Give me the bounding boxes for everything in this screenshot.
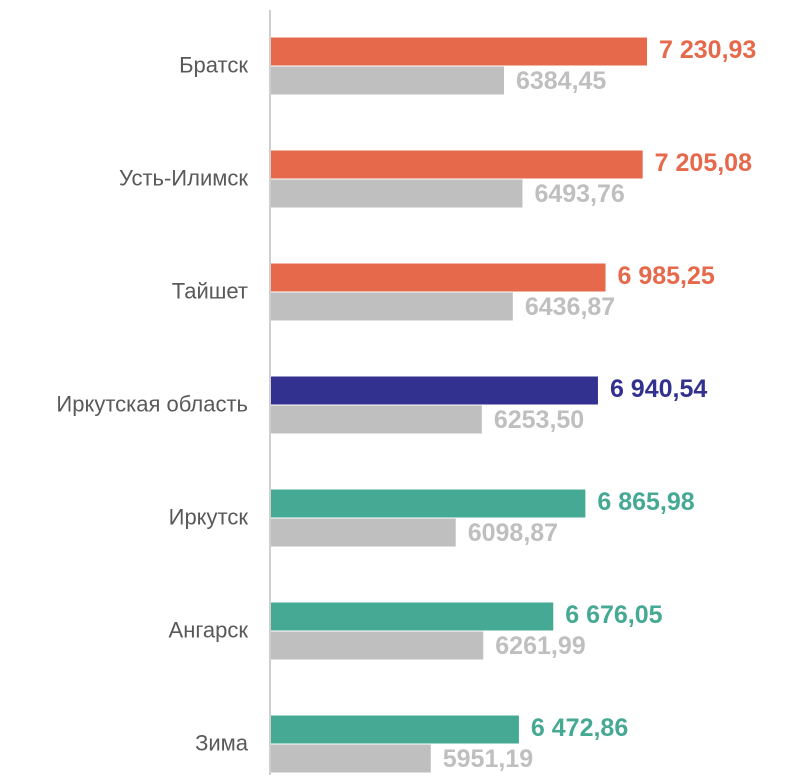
- value-label: 7 230,93: [659, 36, 756, 64]
- bar: [271, 518, 456, 547]
- bar: [271, 292, 513, 321]
- bar: [271, 66, 504, 95]
- value-label: 6253,50: [494, 406, 584, 434]
- bar: [271, 263, 606, 292]
- bar: [271, 715, 519, 744]
- value-label: 6 472,86: [531, 714, 628, 742]
- value-label: 6 940,54: [610, 375, 707, 403]
- bar: [271, 744, 431, 773]
- bar: [271, 602, 554, 631]
- category-label: Иркутская область: [56, 391, 248, 416]
- category-label: Иркутск: [169, 504, 249, 529]
- bar: [271, 150, 643, 179]
- value-label: 6436,87: [525, 293, 615, 321]
- category-label: Тайшет: [172, 278, 248, 303]
- bar: [271, 489, 586, 518]
- value-label: 6384,45: [516, 67, 606, 95]
- value-label: 7 205,08: [655, 149, 752, 177]
- value-label: 5951,19: [443, 745, 533, 773]
- value-label: 6 865,98: [597, 488, 694, 516]
- value-label: 6 985,25: [618, 262, 715, 290]
- bar: [271, 37, 648, 66]
- category-label: Братск: [179, 52, 248, 77]
- value-label: 6261,99: [495, 632, 585, 660]
- bar: [271, 376, 598, 405]
- value-label: 6098,87: [468, 519, 558, 547]
- bar: [271, 179, 523, 208]
- category-label: Зима: [195, 730, 249, 755]
- bar: [271, 631, 484, 660]
- category-label: Ангарск: [169, 617, 249, 642]
- category-label: Усть-Илимск: [119, 165, 248, 190]
- value-label: 6493,76: [534, 180, 624, 208]
- bar: [271, 405, 482, 434]
- value-label: 6 676,05: [565, 601, 662, 629]
